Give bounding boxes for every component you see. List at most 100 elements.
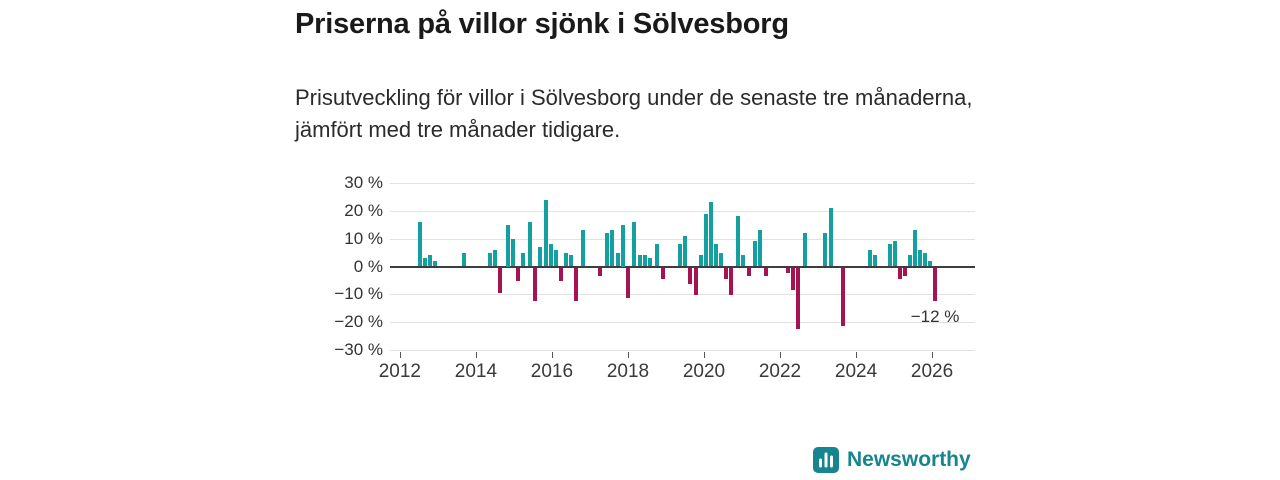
bar	[887, 244, 892, 267]
x-axis-tick-label: 2016	[530, 361, 574, 382]
bar	[537, 247, 542, 267]
gridline	[390, 322, 975, 324]
y-axis-tick-label: −20 %	[334, 312, 383, 332]
bar	[418, 221, 423, 267]
x-axis-tick-label: 2026	[910, 361, 954, 382]
bar	[609, 230, 614, 267]
gridline	[390, 210, 975, 212]
bar	[505, 224, 510, 267]
bar	[752, 241, 757, 267]
bar	[708, 202, 713, 267]
bar	[893, 241, 898, 267]
gridline	[390, 183, 975, 184]
bar	[510, 238, 515, 267]
x-axis-tick-label: 2020	[682, 361, 726, 382]
bar	[785, 267, 790, 274]
x-axis-tick-label: 2014	[454, 361, 498, 382]
bar	[532, 267, 537, 301]
bar	[492, 249, 497, 267]
x-axis: 2012 2014 2016 2018 2020 2022 2024 2026	[379, 350, 975, 390]
bar	[757, 230, 762, 267]
gridline	[390, 350, 975, 351]
zero-line	[390, 265, 975, 268]
newsworthy-logo: Newsworthy	[813, 447, 971, 473]
bar	[841, 267, 846, 326]
x-axis-tick-mark	[703, 352, 705, 358]
bar	[908, 255, 912, 267]
bar	[643, 255, 648, 267]
bar	[687, 267, 692, 285]
bar	[728, 267, 733, 296]
bar	[822, 233, 827, 267]
bar	[487, 252, 492, 267]
x-axis-tick-mark	[399, 352, 401, 358]
x-axis-tick-label: 2018	[606, 361, 650, 382]
bar	[698, 255, 703, 267]
bar	[632, 221, 637, 267]
bar	[873, 255, 878, 267]
bar	[648, 258, 652, 267]
bar	[660, 267, 665, 279]
bar	[422, 258, 427, 267]
bar	[605, 233, 610, 267]
bar	[933, 267, 938, 301]
newsworthy-logo-icon	[813, 447, 839, 473]
bar	[719, 252, 724, 267]
bar	[427, 255, 432, 267]
bar	[746, 267, 751, 276]
y-axis-tick-label: 0 %	[353, 256, 383, 276]
bar	[678, 244, 683, 267]
page-title: Priserna på villor sjönk i Sölvesborg	[295, 8, 789, 40]
bar	[828, 208, 833, 267]
bar	[461, 252, 466, 267]
bar	[581, 230, 586, 267]
bar	[521, 252, 526, 267]
bar	[763, 267, 768, 276]
x-axis-tick-label: 2022	[758, 361, 802, 382]
last-value-annotation: −12 %	[910, 306, 960, 326]
bar	[898, 267, 903, 279]
bar	[803, 233, 808, 267]
bar	[790, 267, 795, 290]
bar	[559, 267, 564, 282]
x-axis-tick-label: 2012	[378, 361, 422, 382]
bar	[573, 267, 578, 301]
bar	[741, 255, 746, 267]
bar	[527, 221, 532, 267]
bar	[554, 249, 559, 267]
x-axis-tick-label: 2024	[834, 361, 878, 382]
bar	[923, 252, 928, 267]
gridline	[390, 238, 975, 240]
bar	[625, 267, 630, 299]
newsworthy-brand-text: Newsworthy	[847, 448, 971, 471]
bar	[616, 252, 621, 267]
bar	[714, 244, 719, 267]
bar	[654, 244, 659, 267]
bar	[548, 244, 553, 267]
bar	[703, 213, 708, 267]
bar	[735, 216, 740, 267]
y-axis-tick-label: 10 %	[344, 228, 383, 248]
plot-area: −12 %	[390, 183, 975, 351]
x-axis-tick-mark	[780, 352, 781, 358]
bar	[795, 267, 800, 329]
bar	[432, 260, 437, 267]
bar	[868, 249, 873, 267]
bar	[563, 252, 568, 267]
bar	[638, 255, 643, 267]
bar	[724, 267, 729, 279]
gridline	[390, 294, 975, 296]
x-axis-tick-mark	[475, 352, 477, 358]
bar	[597, 267, 602, 276]
bar	[928, 260, 933, 267]
bar	[682, 235, 687, 267]
x-axis-tick-mark	[856, 352, 858, 358]
bar	[543, 199, 548, 267]
bar	[693, 267, 698, 296]
y-axis-tick-label: −30 %	[334, 340, 383, 359]
y-axis-tick-label: 30 %	[344, 173, 383, 192]
bar	[516, 267, 521, 282]
bar	[621, 224, 625, 267]
bar	[568, 255, 573, 267]
